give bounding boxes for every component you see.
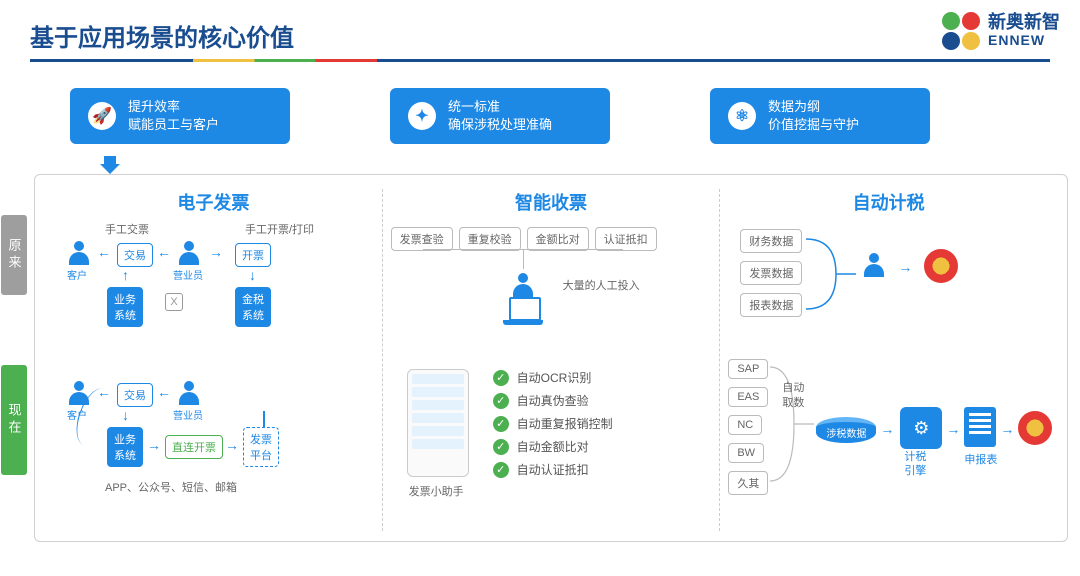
tag-amount: 金额比对 (527, 227, 589, 251)
node-trade2: 交易 (117, 383, 153, 407)
title-underline (30, 59, 1050, 62)
tag-dup: 重复校验 (459, 227, 521, 251)
node-plat: 发票 平台 (243, 427, 279, 467)
phone-mock (407, 369, 469, 477)
node-direct: 直连开票 (165, 435, 223, 459)
phone-label: 发票小助手 (409, 483, 464, 499)
customer-icon (65, 239, 93, 267)
bracket-icon (806, 229, 856, 319)
main-diagram: 原来 现在 电子发票 手工交票 手工开票/打印 客户 ← 交易 ← 营业员 → … (34, 174, 1068, 542)
auto-ocr: ✓自动OCR识别 (493, 369, 613, 386)
input-inv: 发票数据 (740, 261, 802, 285)
auto-fetch: 自动 取数 (782, 381, 804, 410)
page-title: 基于应用场景的核心价值 (30, 18, 1050, 53)
node-tax: 金税 系统 (235, 287, 271, 327)
manual-note: 大量的人工投入 (563, 277, 640, 293)
sys-sap: SAP (728, 359, 768, 379)
col-einvoice: 电子发票 手工交票 手工开票/打印 客户 ← 交易 ← 营业员 → 开票 ↓ 业… (45, 189, 383, 531)
auto-amount: ✓自动金额比对 (493, 438, 613, 455)
logo-icon (942, 12, 980, 50)
value-card-data: ⚛ 数据为纲价值挖掘与守护 (710, 88, 930, 144)
brand-en: ENNEW (988, 33, 1060, 48)
sys-bw: BW (728, 443, 764, 463)
db-icon: 涉税数据 (816, 417, 876, 443)
report-label: 申报表 (964, 451, 997, 467)
sys-eas: EAS (728, 387, 768, 407)
sales-icon (175, 239, 203, 267)
sales2-icon (175, 379, 203, 407)
tab-before: 原来 (1, 215, 27, 295)
sys-nc: NC (728, 415, 762, 435)
tab-now: 现在 (1, 365, 27, 475)
node-biz: 业务 系统 (107, 287, 143, 327)
tax-emblem-icon (924, 249, 958, 283)
worker-icon (509, 271, 537, 299)
value-card-efficiency: 🚀 提升效率赋能员工与客户 (70, 88, 290, 144)
sys-jq: 久其 (728, 471, 768, 495)
x-icon: X (165, 293, 183, 311)
worker2-icon (860, 251, 888, 279)
auto-dup: ✓自动重复报销控制 (493, 415, 613, 432)
col-calc: 自动计税 财务数据 发票数据 报表数据 → SAP EAS NC BW 久其 自… (720, 189, 1057, 531)
value-card-standard: ✦ 统一标准确保涉税处理准确 (390, 88, 610, 144)
data-icon: ⚛ (728, 102, 756, 130)
input-fin: 财务数据 (740, 229, 802, 253)
auto-cert: ✓自动认证抵扣 (493, 461, 613, 478)
tag-verify: 发票查验 (391, 227, 453, 251)
auto-verify: ✓自动真伪查验 (493, 392, 613, 409)
node-trade: 交易 (117, 243, 153, 267)
col-receive: 智能收票 发票查验 重复校验 金额比对 认证抵扣 大量的人工投入 ✓自动OCR识… (383, 189, 721, 531)
tax-emblem2-icon (1018, 411, 1052, 445)
tag-cert: 认证抵扣 (595, 227, 657, 251)
rocket-icon: 🚀 (88, 102, 116, 130)
node-biz2: 业务 系统 (107, 427, 143, 467)
engine-label: 计税 引擎 (904, 451, 926, 477)
doc-icon (964, 407, 996, 447)
connector-arrow (100, 156, 120, 174)
channels-note: APP、公众号、短信、邮箱 (105, 479, 237, 495)
input-rpt: 报表数据 (740, 293, 802, 317)
bracket2-icon (770, 359, 814, 489)
node-open: 开票 (235, 243, 271, 267)
laptop-icon (503, 297, 543, 325)
gear-icon: ⚙ (900, 407, 942, 449)
standard-icon: ✦ (408, 102, 436, 130)
brand-cn: 新奥新智 (988, 13, 1060, 33)
brand-logo: 新奥新智 ENNEW (942, 12, 1060, 50)
